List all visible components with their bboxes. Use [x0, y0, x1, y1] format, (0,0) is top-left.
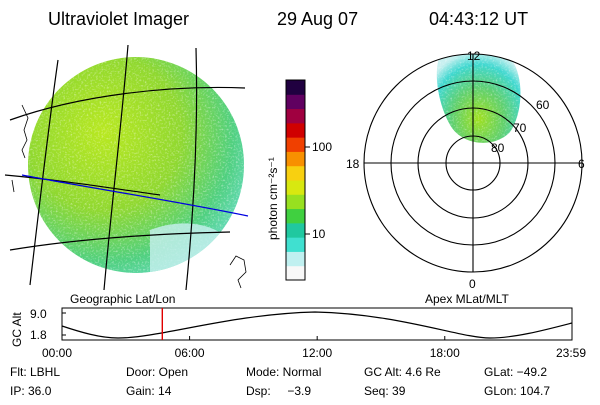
colorbar-swatch — [286, 80, 305, 95]
colorbar-swatch — [286, 165, 305, 181]
time-tick-label: 00:00 — [42, 346, 72, 360]
status-ip: IP: 36.0 — [10, 384, 52, 398]
time-tick-label: 18:00 — [430, 346, 460, 360]
oval-speckle — [436, 54, 521, 143]
colorbar-swatch — [286, 237, 305, 252]
mlt-label-0: 0 — [469, 277, 476, 291]
colorbar-swatch — [286, 194, 305, 210]
colorbar-swatch — [286, 151, 305, 167]
colorbar-swatch — [286, 137, 305, 152]
colorbar-swatch — [286, 251, 305, 267]
time-tick-label: 06:00 — [175, 346, 205, 360]
time-label: 04:43:12 UT — [429, 9, 528, 29]
instrument-title: Ultraviolet Imager — [48, 9, 189, 29]
geographic-image: Geographic Lat/Lon — [4, 44, 249, 306]
latlon-grid — [4, 44, 246, 290]
colorbar-swatch — [286, 208, 305, 224]
terminator-line — [21, 174, 249, 217]
mlat-label-80: 80 — [491, 141, 505, 155]
colorbar-swatch — [286, 265, 305, 281]
colorbar: 100 10 photon cm⁻²s⁻¹ — [266, 79, 332, 281]
status-row-1: Flt: LBHL Door: Open Mode: Normal GC Alt… — [10, 365, 547, 379]
colorbar-unit-label: photon cm⁻²s⁻¹ — [266, 157, 280, 240]
colorbar-swatch — [286, 108, 305, 124]
geo-panel-label: Geographic Lat/Lon — [70, 292, 175, 306]
colorbar-swatch — [286, 180, 305, 195]
status-glon: GLon: 104.7 — [484, 384, 550, 398]
date-label: 29 Aug 07 — [277, 9, 358, 29]
status-glat: GLat: −49.2 — [484, 365, 547, 379]
status-mode: Mode: Normal — [246, 365, 321, 379]
altitude-plot: 9.0 1.8 GC Alt 00:00 06:00 12:00 18:00 23:59 — [10, 307, 586, 360]
altitude-curve — [61, 311, 573, 339]
colorbar-frame — [285, 79, 306, 281]
polar-image: 12 18 6 0 60 70 80 Apex MLat/MLT — [346, 49, 585, 306]
image-speckle — [28, 57, 244, 273]
colorbar-swatch — [286, 94, 305, 110]
status-row-2: IP: 36.0 Gain: 14 Dsp: −3.9 Seq: 39 GLon… — [10, 384, 550, 398]
mlt-label-12: 12 — [467, 49, 481, 63]
y-tick-label-1-8: 1.8 — [30, 328, 47, 342]
colorbar-scale — [286, 80, 305, 281]
status-dsp: Dsp: −3.9 — [246, 384, 311, 398]
status-seq: Seq: 39 — [364, 384, 406, 398]
mlt-label-6: 6 — [578, 157, 585, 171]
time-tick-label: 23:59 — [556, 346, 586, 360]
time-axis: 00:00 06:00 12:00 18:00 23:59 — [42, 336, 586, 360]
mlat-label-60: 60 — [536, 98, 550, 112]
mlat-label-70: 70 — [513, 121, 527, 135]
time-tick-label: 12:00 — [302, 346, 332, 360]
polar-grid — [363, 53, 583, 273]
mlt-label-18: 18 — [346, 157, 360, 171]
polar-panel-label: Apex MLat/MLT — [425, 292, 509, 306]
colorbar-tick-label-10: 10 — [312, 227, 326, 241]
y-tick-label-9: 9.0 — [30, 307, 47, 321]
colorbar-tick-label-100: 100 — [312, 140, 332, 154]
status-gain: Gain: 14 — [126, 384, 172, 398]
altitude-axis-label: GC Alt — [10, 312, 24, 347]
altitude-plot-frame — [61, 307, 573, 341]
status-gc-alt: GC Alt: 4.6 Re — [364, 365, 441, 379]
colorbar-swatch — [286, 122, 305, 138]
status-filter: Flt: LBHL — [10, 365, 60, 379]
colorbar-swatch — [286, 222, 305, 238]
status-door: Door: Open — [126, 365, 188, 379]
coastlines — [11, 104, 247, 289]
